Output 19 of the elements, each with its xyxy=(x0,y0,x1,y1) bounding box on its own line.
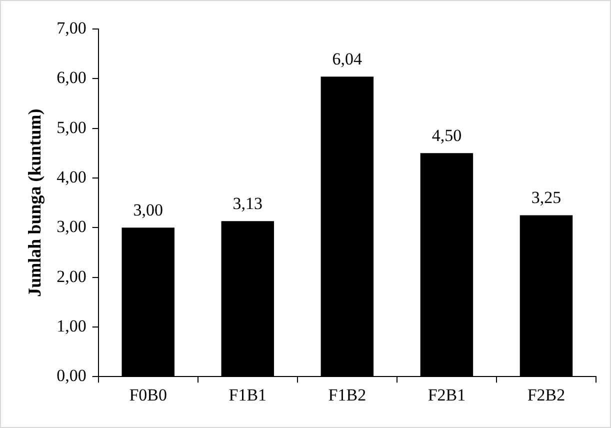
y-tick-label: 1,00 xyxy=(56,316,86,336)
data-label: 3,25 xyxy=(531,188,562,208)
y-axis-title: Jumlah bunga (kuntum) xyxy=(24,108,44,297)
y-tick-label: 5,00 xyxy=(56,118,86,137)
data-label: 3,00 xyxy=(133,200,163,220)
y-tick-label: 6,00 xyxy=(56,68,86,88)
y-tick-label: 3,00 xyxy=(56,217,86,236)
y-tick-label: 0,00 xyxy=(56,366,86,386)
y-tick-label: 2,00 xyxy=(56,266,86,286)
x-tick-label: F1B1 xyxy=(228,385,267,404)
data-label: 6,04 xyxy=(332,50,363,69)
y-tick-label: 7,00 xyxy=(56,18,86,38)
data-label: 4,50 xyxy=(432,126,462,146)
y-tick-label: 4,00 xyxy=(56,167,86,186)
x-tick-label: F1B2 xyxy=(328,385,366,404)
x-tick-label: F2B2 xyxy=(527,385,566,404)
x-tick-label: F0B0 xyxy=(129,385,168,404)
x-tick-label: F2B1 xyxy=(428,385,466,404)
data-label: 3,13 xyxy=(232,194,263,214)
